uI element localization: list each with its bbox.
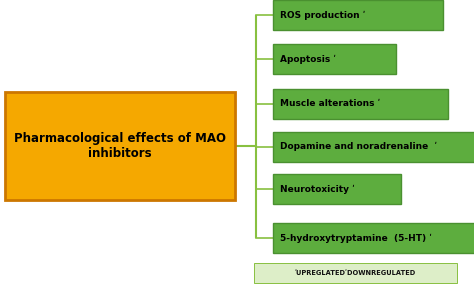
FancyBboxPatch shape <box>254 263 457 283</box>
FancyBboxPatch shape <box>273 223 474 253</box>
Text: Pharmacological effects of MAO
inhibitors: Pharmacological effects of MAO inhibitor… <box>14 132 226 160</box>
FancyBboxPatch shape <box>273 132 474 162</box>
Text: Muscle alterations ʹ: Muscle alterations ʹ <box>280 99 380 108</box>
FancyBboxPatch shape <box>273 89 448 119</box>
FancyBboxPatch shape <box>273 44 396 74</box>
FancyBboxPatch shape <box>273 0 443 30</box>
Text: Apoptosis ʹ: Apoptosis ʹ <box>280 55 336 64</box>
FancyBboxPatch shape <box>273 174 401 204</box>
Text: 5-hydroxytryptamine  (5-HT) ʹ: 5-hydroxytryptamine (5-HT) ʹ <box>280 233 432 243</box>
Text: ROS production ʹ: ROS production ʹ <box>280 10 365 20</box>
Text: Neurotoxicity ʹ: Neurotoxicity ʹ <box>280 185 355 194</box>
FancyBboxPatch shape <box>5 92 235 200</box>
Text: ʹUPREGLATEDʹDOWNREGULATED: ʹUPREGLATEDʹDOWNREGULATED <box>295 270 416 276</box>
Text: Dopamine and noradrenaline  ʹ: Dopamine and noradrenaline ʹ <box>280 142 437 151</box>
